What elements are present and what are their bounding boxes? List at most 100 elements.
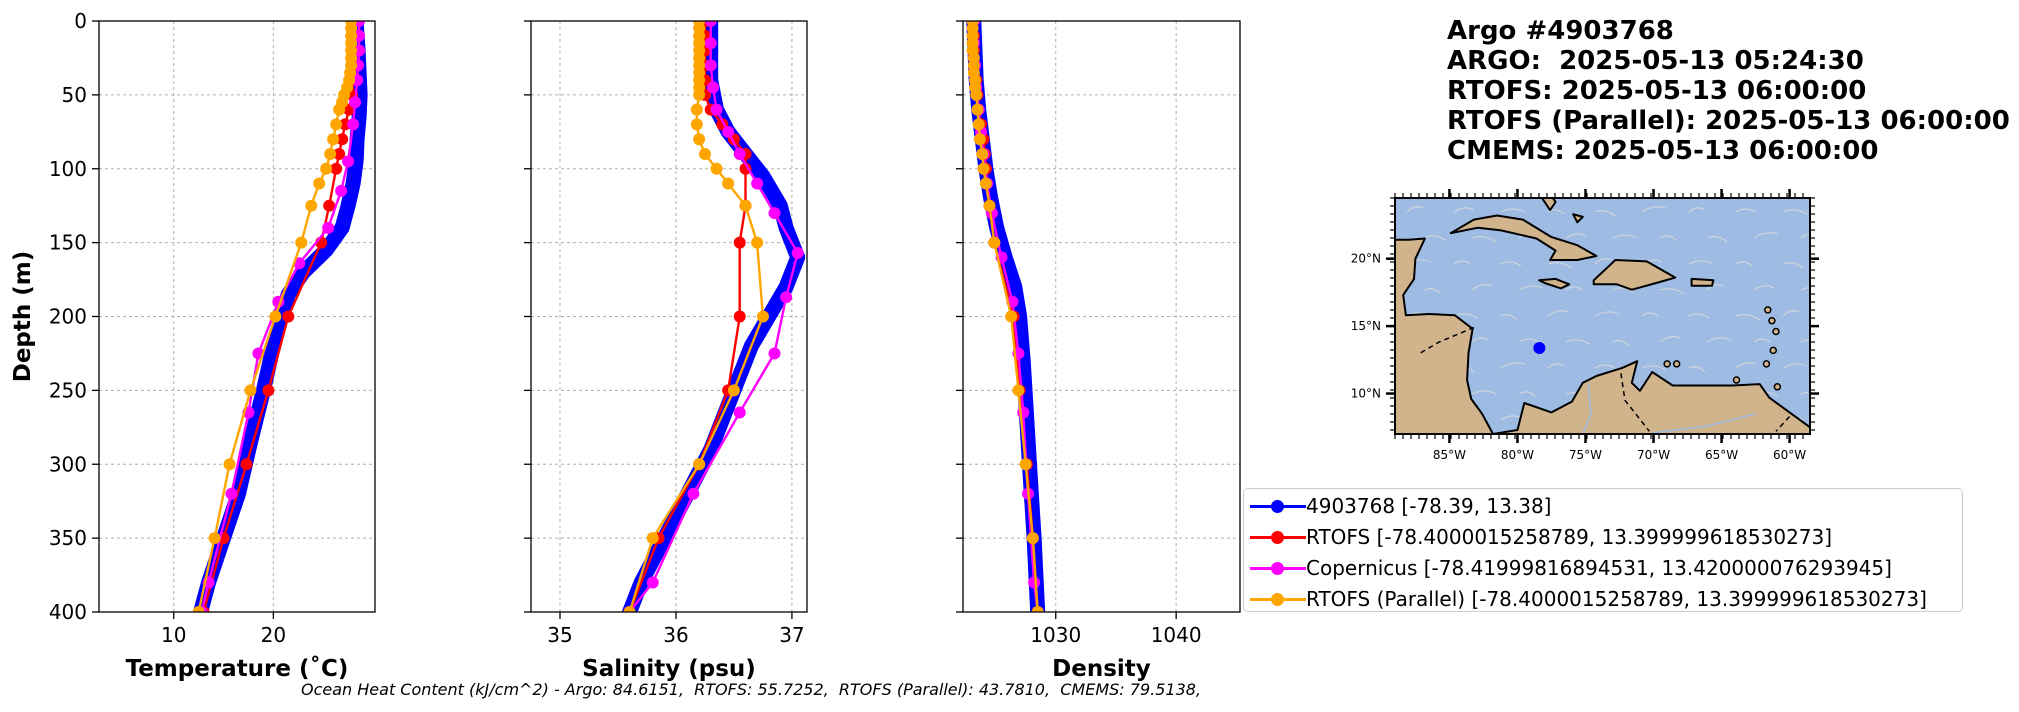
series-point (698, 147, 711, 160)
y-tick-label: 400 (49, 600, 87, 624)
series-line (628, 21, 799, 612)
streamline (1594, 210, 1616, 217)
streamline (1641, 365, 1667, 371)
border-line (1417, 326, 1475, 356)
series-point (733, 406, 746, 419)
series-point (1028, 576, 1041, 589)
y-tick-label: 300 (49, 452, 87, 476)
streamline (1518, 338, 1540, 343)
map-body (1395, 198, 1810, 434)
series-point (327, 133, 340, 146)
streamline (1782, 209, 1808, 215)
streamline (1753, 232, 1779, 239)
streamline (1688, 260, 1714, 265)
streamline (1471, 337, 1489, 343)
series-point (970, 88, 983, 101)
streamline (1500, 208, 1526, 213)
y-tick-label: 150 (49, 231, 87, 255)
profile-panels: 0 50 100 150 200 250 300 350 400 10 20 Temperature … (10, 9, 1241, 682)
land-south-america (1492, 360, 1810, 434)
streamline (1688, 313, 1710, 319)
streamline (1565, 339, 1591, 345)
series-point (1005, 310, 1018, 323)
streamline (1424, 288, 1442, 295)
streamline (1500, 314, 1518, 321)
series-point (282, 310, 295, 323)
legend-item-rtofs-parallel: RTOFS (Parallel) [-78.4000015258789, 13.… (1244, 584, 1962, 615)
streamline (1706, 337, 1732, 343)
land-bahamas (1541, 198, 1557, 212)
streamline (1641, 206, 1667, 213)
streamline (1800, 286, 1810, 291)
streamline (1500, 362, 1526, 369)
inset-map: 85°W 80°W 75°W 70°W 65°W 60°W 20°N 15°N 10°N (1351, 189, 1819, 462)
streamline (1782, 262, 1804, 269)
series-point (739, 199, 752, 212)
x-axis-label: Temperature (˚C) (126, 655, 349, 682)
series-point (333, 103, 346, 116)
series-point (704, 37, 717, 50)
streamline (1406, 206, 1424, 213)
legend-label: RTOFS [-78.4000015258789, 13.39999961853… (1306, 525, 1833, 549)
legend-marker (1271, 562, 1284, 575)
streamline (1500, 261, 1522, 267)
legend-item-rtofs: RTOFS [-78.4000015258789, 13.39999961853… (1244, 522, 1962, 553)
y-axis-label: Depth (m) (10, 251, 36, 383)
series-point (646, 532, 659, 545)
streamline (1565, 286, 1583, 291)
legend-label: Copernicus [-78.41999816894531, 13.42000… (1306, 556, 1892, 580)
y-tick-label: 250 (49, 378, 87, 402)
land-puerto-rico (1690, 277, 1715, 287)
series-point (756, 310, 769, 323)
streamline (1453, 207, 1475, 213)
x-tick-label: 35 (547, 623, 572, 647)
info-title: Argo #4903768 (1447, 16, 1674, 46)
lon-tick-label: 60°W (1773, 448, 1806, 462)
lat-tick-label: 15°N (1351, 319, 1381, 333)
streamline (1782, 310, 1800, 317)
streamline (1518, 391, 1536, 397)
land-island (1672, 360, 1681, 368)
y-tick-label: 350 (49, 526, 87, 550)
land-hispaniola (1592, 259, 1677, 291)
streamline (1500, 415, 1522, 421)
series-point (693, 458, 706, 471)
land-central-america (1395, 237, 1494, 434)
series-point (305, 199, 318, 212)
series-point (223, 458, 236, 471)
streamline (1659, 288, 1685, 295)
series-point (1012, 384, 1025, 397)
streamline (1782, 363, 1808, 369)
land-island (1764, 306, 1772, 314)
series-point (751, 177, 764, 190)
series-point (192, 606, 205, 612)
streamline (1471, 236, 1497, 243)
streamline (1471, 284, 1493, 291)
streamline (1424, 235, 1446, 241)
y-tick-label: 100 (49, 157, 87, 181)
series-point (330, 162, 343, 175)
x-axis-label: Density (1052, 656, 1151, 682)
x-tick-label: 37 (779, 623, 804, 647)
series-point (973, 133, 986, 146)
series-point (313, 177, 326, 190)
series-point (988, 236, 1001, 249)
x-axis-label: Salinity (psu) (582, 656, 756, 682)
ohc-footer: Ocean Heat Content (kJ/cm^2) - Argo: 84.… (301, 680, 1202, 699)
land-cuba (1449, 214, 1598, 261)
series-point (972, 118, 985, 131)
land-jamaica (1538, 277, 1571, 290)
series-point (335, 184, 348, 197)
series-point (710, 162, 723, 175)
streamline (1688, 366, 1706, 373)
series-point (646, 576, 659, 589)
series-point (733, 236, 746, 249)
series-point (977, 162, 990, 175)
y-tick-label: 200 (49, 305, 87, 329)
streamline (1547, 209, 1565, 215)
series-point (320, 162, 333, 175)
series-point (791, 246, 804, 259)
streamline (1659, 336, 1681, 343)
land-bahamas (1572, 213, 1584, 224)
series-point (269, 310, 282, 323)
